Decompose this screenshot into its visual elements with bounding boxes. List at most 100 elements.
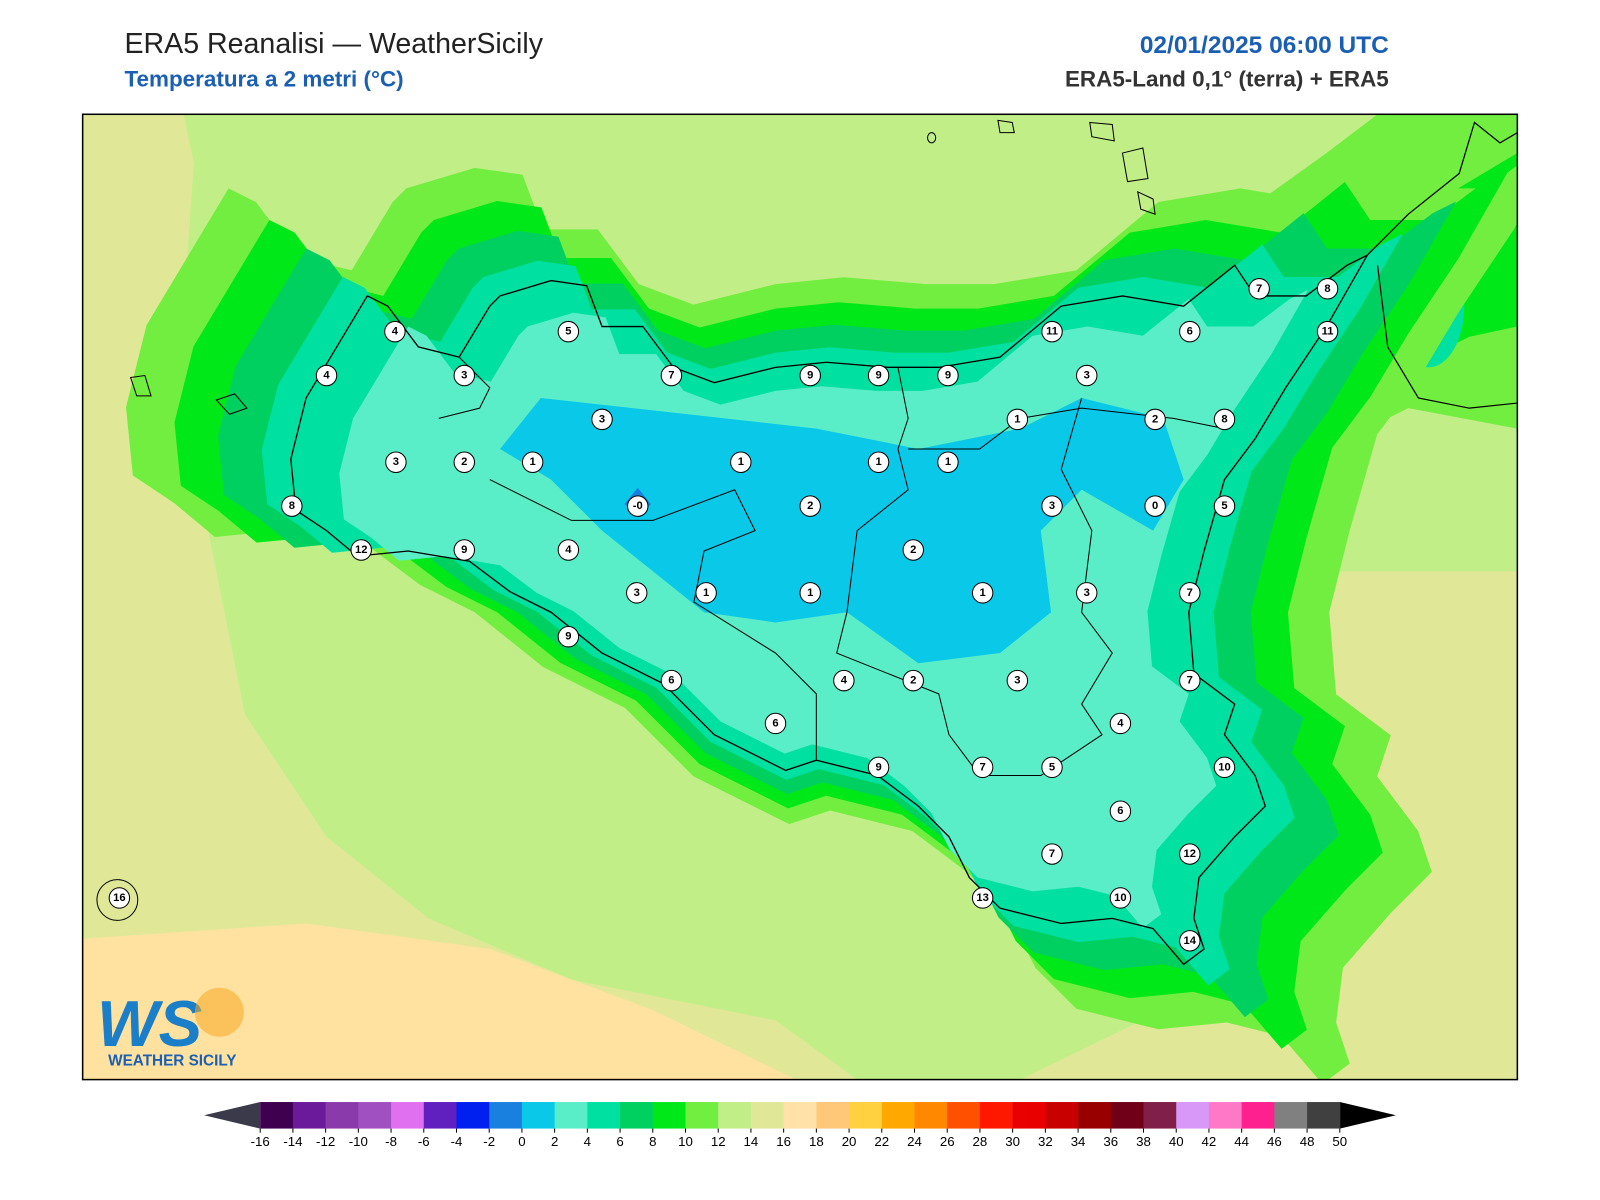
map-frame bbox=[81, 113, 1519, 1081]
station-label: 7 bbox=[1187, 675, 1193, 687]
colorbar-box bbox=[718, 1102, 752, 1129]
station-label: 3 bbox=[1084, 370, 1090, 382]
station-label: 3 bbox=[634, 587, 640, 599]
station-label: 0 bbox=[1152, 500, 1158, 512]
logo-text: WEATHER SICILY bbox=[108, 1052, 236, 1069]
station-label: 14 bbox=[1184, 935, 1197, 947]
colorbar-tick-label: 24 bbox=[907, 1134, 922, 1149]
map-field bbox=[82, 114, 1518, 1080]
source: ERA5-Land 0,1° (terra) + ERA5 bbox=[1065, 67, 1389, 92]
station-marker bbox=[799, 364, 821, 387]
colorbar-tick-label: 48 bbox=[1300, 1134, 1315, 1149]
station-marker bbox=[1109, 887, 1132, 909]
station-marker bbox=[1316, 278, 1339, 300]
station-label: 6 bbox=[772, 717, 778, 729]
station-label: 9 bbox=[945, 370, 951, 382]
colorbar-under bbox=[204, 1102, 261, 1129]
colorbar-tick-label: 40 bbox=[1169, 1134, 1184, 1149]
colorbar-tick-label: 50 bbox=[1332, 1134, 1347, 1149]
station-marker bbox=[660, 364, 683, 387]
station-label: 3 bbox=[1014, 675, 1020, 687]
colorbar-tick-label: 34 bbox=[1071, 1134, 1086, 1149]
station-marker bbox=[315, 364, 338, 387]
colorbar-box bbox=[750, 1102, 785, 1129]
station-label: 1 bbox=[703, 587, 709, 599]
station-marker bbox=[1041, 756, 1063, 779]
station-label: 4 bbox=[841, 675, 848, 687]
station-label: 2 bbox=[910, 675, 916, 687]
station-marker bbox=[108, 887, 131, 909]
station-label: 3 bbox=[599, 413, 605, 425]
station-marker bbox=[1248, 278, 1270, 300]
colorbar-box bbox=[521, 1102, 556, 1129]
colorbar-box bbox=[1176, 1102, 1210, 1129]
station-label: 5 bbox=[565, 326, 571, 338]
station-label: 10 bbox=[1218, 761, 1230, 773]
colorbar-tick-label: 6 bbox=[616, 1134, 623, 1149]
station-marker bbox=[799, 582, 821, 604]
station-marker bbox=[730, 451, 752, 473]
station-label: 7 bbox=[668, 370, 674, 382]
station-marker bbox=[453, 539, 475, 561]
station-marker bbox=[902, 669, 924, 692]
colorbar-tick-label: 2 bbox=[551, 1134, 558, 1149]
station-label: 2 bbox=[807, 500, 813, 512]
colorbar-box bbox=[358, 1102, 392, 1129]
title: ERA5 Reanalisi — WeatherSicily bbox=[124, 28, 543, 60]
station-label: 6 bbox=[1117, 805, 1123, 817]
colorbar-box bbox=[783, 1102, 817, 1129]
colorbar-box bbox=[456, 1102, 490, 1129]
station-label: 9 bbox=[461, 544, 467, 556]
station-label: 1 bbox=[980, 587, 986, 599]
colorbar-tick-label: 32 bbox=[1038, 1134, 1053, 1149]
station-marker bbox=[695, 582, 717, 604]
station-label: 2 bbox=[461, 456, 467, 468]
station-label: 7 bbox=[1049, 848, 1055, 860]
logo: WS WEATHER SICILY bbox=[97, 987, 244, 1069]
colorbar-box bbox=[1078, 1102, 1112, 1129]
colorbar-tick-label: 18 bbox=[809, 1134, 824, 1149]
colorbar-tick-label: 20 bbox=[842, 1134, 857, 1149]
station-marker bbox=[1041, 495, 1063, 517]
station-label: 7 bbox=[1256, 283, 1262, 295]
station-marker bbox=[764, 712, 787, 735]
station-label: 1 bbox=[1014, 413, 1020, 425]
station-marker bbox=[867, 364, 890, 387]
colorbar-box bbox=[1143, 1102, 1177, 1129]
station-marker bbox=[281, 495, 303, 517]
station-marker bbox=[1144, 408, 1166, 431]
station-label: 1 bbox=[530, 456, 536, 468]
station-marker bbox=[1179, 320, 1201, 343]
station-label: 2 bbox=[1152, 413, 1158, 425]
colorbar-tick-label: 38 bbox=[1136, 1134, 1151, 1149]
station-marker bbox=[937, 451, 959, 473]
colorbar-tick-label: -12 bbox=[316, 1134, 335, 1149]
station-marker bbox=[1213, 495, 1236, 517]
colorbar-box bbox=[1012, 1102, 1046, 1129]
station-label: 8 bbox=[289, 500, 295, 512]
colorbar-tick-label: 44 bbox=[1234, 1134, 1249, 1149]
colorbar-box bbox=[1307, 1102, 1341, 1129]
station-marker bbox=[1109, 800, 1132, 822]
colorbar-box bbox=[260, 1102, 294, 1129]
station-marker bbox=[1076, 364, 1098, 387]
station-marker bbox=[1179, 669, 1201, 692]
station-label: 4 bbox=[323, 370, 330, 382]
station-label: -0 bbox=[633, 500, 643, 512]
datetime: 02/01/2025 06:00 UTC bbox=[1140, 32, 1389, 59]
colorbar-tick-label: 28 bbox=[973, 1134, 988, 1149]
colorbar-box bbox=[620, 1102, 654, 1129]
station-marker bbox=[1041, 843, 1063, 865]
colorbar-tick-label: 8 bbox=[649, 1134, 656, 1149]
station-marker bbox=[971, 887, 994, 909]
station-label: 2 bbox=[910, 544, 916, 556]
colorbar-tick-label: 16 bbox=[776, 1134, 791, 1149]
station-marker bbox=[557, 539, 580, 561]
colorbar-box bbox=[554, 1102, 588, 1129]
station-marker bbox=[1316, 320, 1339, 343]
station-marker bbox=[453, 451, 475, 473]
station-marker bbox=[937, 364, 959, 387]
colorbar-box bbox=[587, 1102, 621, 1129]
colorbar-box bbox=[849, 1102, 883, 1129]
